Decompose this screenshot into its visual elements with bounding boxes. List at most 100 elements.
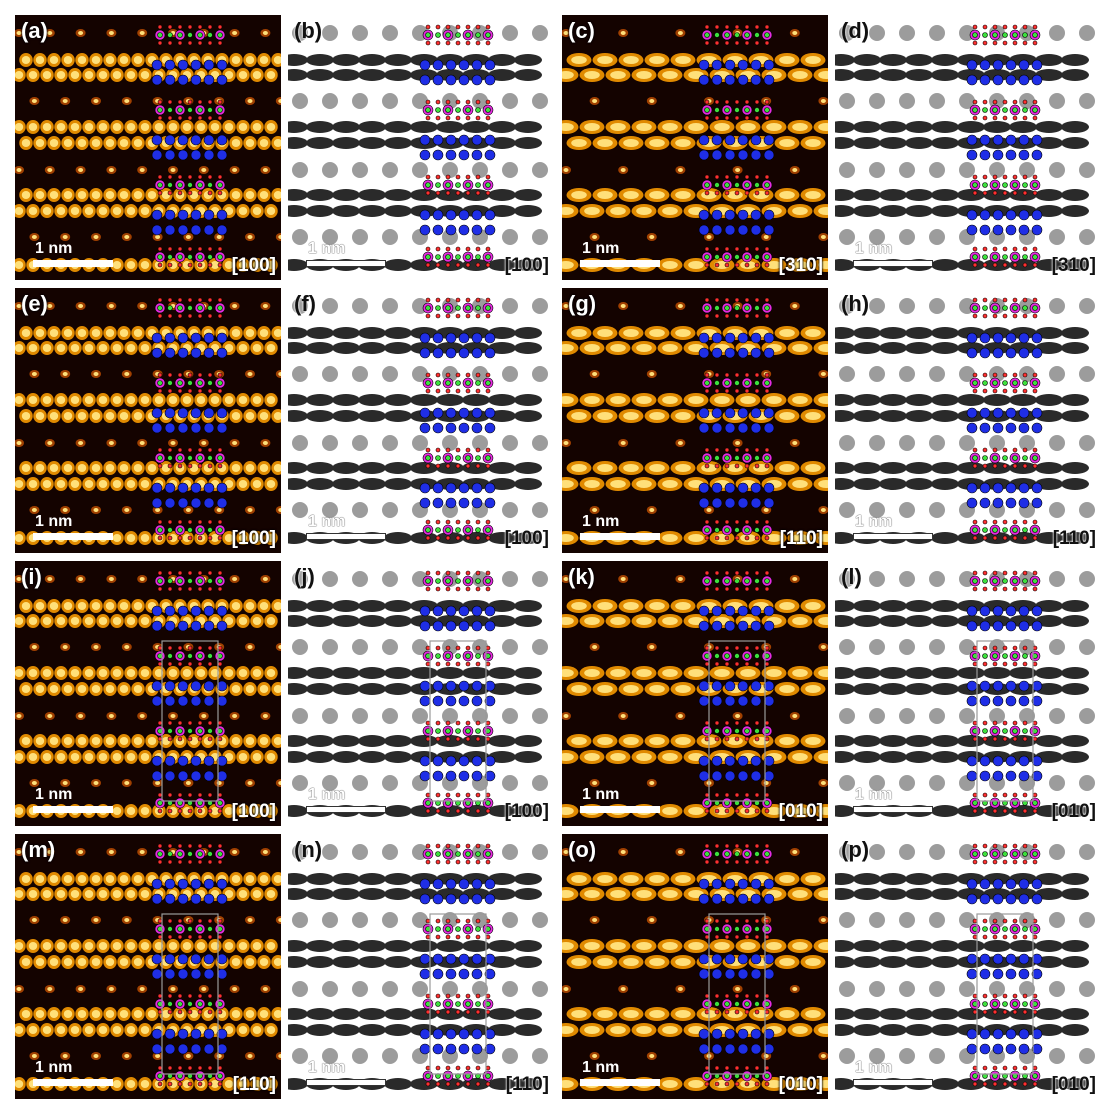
red-atom bbox=[177, 99, 183, 105]
abf-column-light bbox=[322, 502, 338, 518]
red-atom bbox=[744, 447, 750, 453]
haadf-column bbox=[688, 942, 704, 950]
abf-column-light bbox=[322, 25, 338, 41]
green-atom bbox=[1002, 32, 1008, 38]
red-atom bbox=[972, 808, 978, 814]
haadf-column bbox=[706, 508, 712, 512]
green-atom bbox=[982, 653, 988, 659]
abf-column bbox=[957, 532, 985, 544]
abf-column-light bbox=[532, 435, 548, 451]
red-atom bbox=[207, 843, 213, 849]
abf-column-light bbox=[899, 708, 915, 724]
green-atom bbox=[207, 254, 213, 260]
blue-atom bbox=[1018, 209, 1030, 221]
red-atom bbox=[1012, 463, 1018, 469]
green-atom bbox=[744, 527, 750, 533]
abf-column bbox=[853, 600, 881, 612]
red-atom bbox=[744, 1009, 750, 1015]
haadf-column bbox=[623, 464, 639, 472]
red-atom bbox=[217, 99, 223, 105]
haadf-column bbox=[126, 617, 136, 625]
abf-column-light bbox=[959, 435, 975, 451]
haadf-column bbox=[805, 1010, 821, 1018]
abf-column-light bbox=[382, 981, 398, 997]
haadf-column bbox=[168, 396, 178, 404]
haadf-column bbox=[584, 1026, 600, 1034]
green-atom bbox=[435, 32, 441, 38]
red-atom bbox=[972, 388, 978, 394]
micrograph-haadf bbox=[15, 15, 281, 280]
blue-atom bbox=[484, 1043, 496, 1055]
blue-atom bbox=[711, 968, 723, 980]
micrograph-abf bbox=[288, 15, 554, 280]
blue-atom bbox=[484, 224, 496, 236]
haadf-column bbox=[623, 412, 639, 420]
abf-column bbox=[1061, 189, 1089, 201]
haadf-column bbox=[112, 617, 122, 625]
red-atom bbox=[714, 1065, 720, 1071]
haadf-column bbox=[15, 1080, 24, 1088]
green-atom bbox=[187, 254, 193, 260]
haadf-column bbox=[15, 669, 24, 677]
red-atom bbox=[207, 720, 213, 726]
abf-column-light bbox=[869, 93, 885, 109]
haadf-column bbox=[592, 235, 598, 239]
red-atom bbox=[177, 190, 183, 196]
red-atom bbox=[217, 463, 223, 469]
haadf-column bbox=[252, 261, 262, 269]
blue-atom bbox=[737, 407, 749, 419]
haadf-column bbox=[597, 56, 613, 64]
abf-column bbox=[1061, 683, 1089, 695]
red-atom bbox=[465, 993, 471, 999]
haadf-column bbox=[662, 942, 678, 950]
haadf-column bbox=[584, 942, 600, 950]
blue-atom bbox=[190, 695, 202, 707]
blue-atom bbox=[750, 407, 762, 419]
green-atom bbox=[167, 926, 173, 932]
haadf-column bbox=[818, 890, 828, 898]
red-atom bbox=[1012, 447, 1018, 453]
red-atom bbox=[744, 115, 750, 121]
green-atom bbox=[992, 107, 998, 113]
haadf-column bbox=[140, 344, 150, 352]
blue-atom bbox=[698, 620, 710, 632]
red-atom bbox=[177, 297, 183, 303]
abf-column bbox=[332, 805, 360, 817]
red-atom bbox=[425, 535, 431, 541]
blue-atom bbox=[432, 347, 444, 359]
green-atom bbox=[157, 1073, 163, 1079]
red-atom bbox=[445, 918, 451, 924]
blue-atom bbox=[698, 347, 710, 359]
abf-column bbox=[514, 1008, 542, 1020]
haadf-column bbox=[820, 918, 826, 922]
blue-atom bbox=[432, 74, 444, 86]
blue-atom bbox=[216, 770, 228, 782]
red-atom bbox=[982, 535, 988, 541]
haadf-column bbox=[182, 123, 192, 131]
red-atom bbox=[714, 736, 720, 742]
haadf-column bbox=[252, 669, 262, 677]
red-atom bbox=[734, 262, 740, 268]
blue-atom bbox=[458, 347, 470, 359]
red-atom bbox=[425, 645, 431, 651]
abf-column bbox=[410, 259, 438, 271]
haadf-column bbox=[766, 534, 782, 542]
abf-column bbox=[384, 805, 412, 817]
haadf-column bbox=[636, 534, 652, 542]
green-atom bbox=[724, 926, 730, 932]
red-atom bbox=[1032, 40, 1038, 46]
blue-atom bbox=[698, 482, 710, 494]
red-atom bbox=[475, 372, 481, 378]
blue-atom bbox=[698, 968, 710, 980]
abf-column bbox=[288, 342, 308, 354]
haadf-column bbox=[820, 235, 826, 239]
haadf-column bbox=[224, 344, 234, 352]
green-atom bbox=[217, 527, 223, 533]
abf-column bbox=[384, 1078, 412, 1090]
abf-column-light bbox=[412, 639, 428, 655]
haadf-column bbox=[232, 987, 238, 991]
haadf-column bbox=[28, 480, 38, 488]
red-atom bbox=[217, 993, 223, 999]
haadf-column bbox=[610, 534, 626, 542]
haadf-column bbox=[259, 602, 269, 610]
